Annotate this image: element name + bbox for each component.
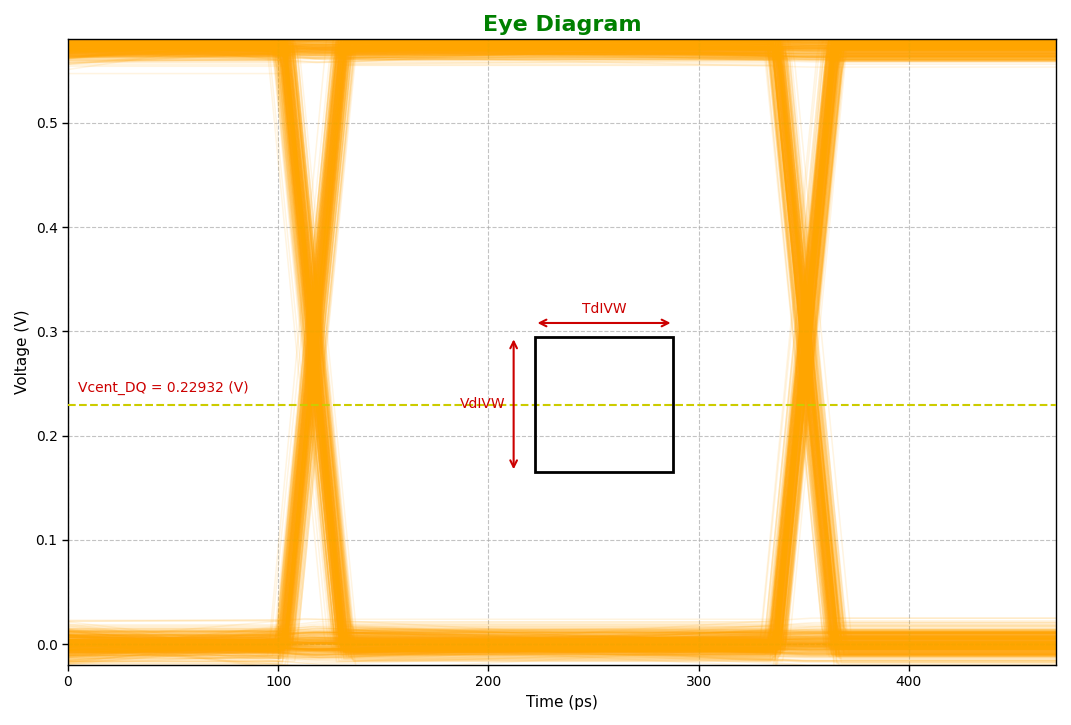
Text: Vcent_DQ = 0.22932 (V): Vcent_DQ = 0.22932 (V) bbox=[78, 381, 250, 394]
X-axis label: Time (ps): Time (ps) bbox=[526, 695, 598, 710]
Title: Eye Diagram: Eye Diagram bbox=[483, 15, 642, 35]
Bar bbox=[534, 336, 674, 472]
Y-axis label: Voltage (V): Voltage (V) bbox=[15, 310, 30, 394]
Text: TdIVW: TdIVW bbox=[582, 302, 627, 315]
Text: VdIVW: VdIVW bbox=[459, 397, 506, 411]
